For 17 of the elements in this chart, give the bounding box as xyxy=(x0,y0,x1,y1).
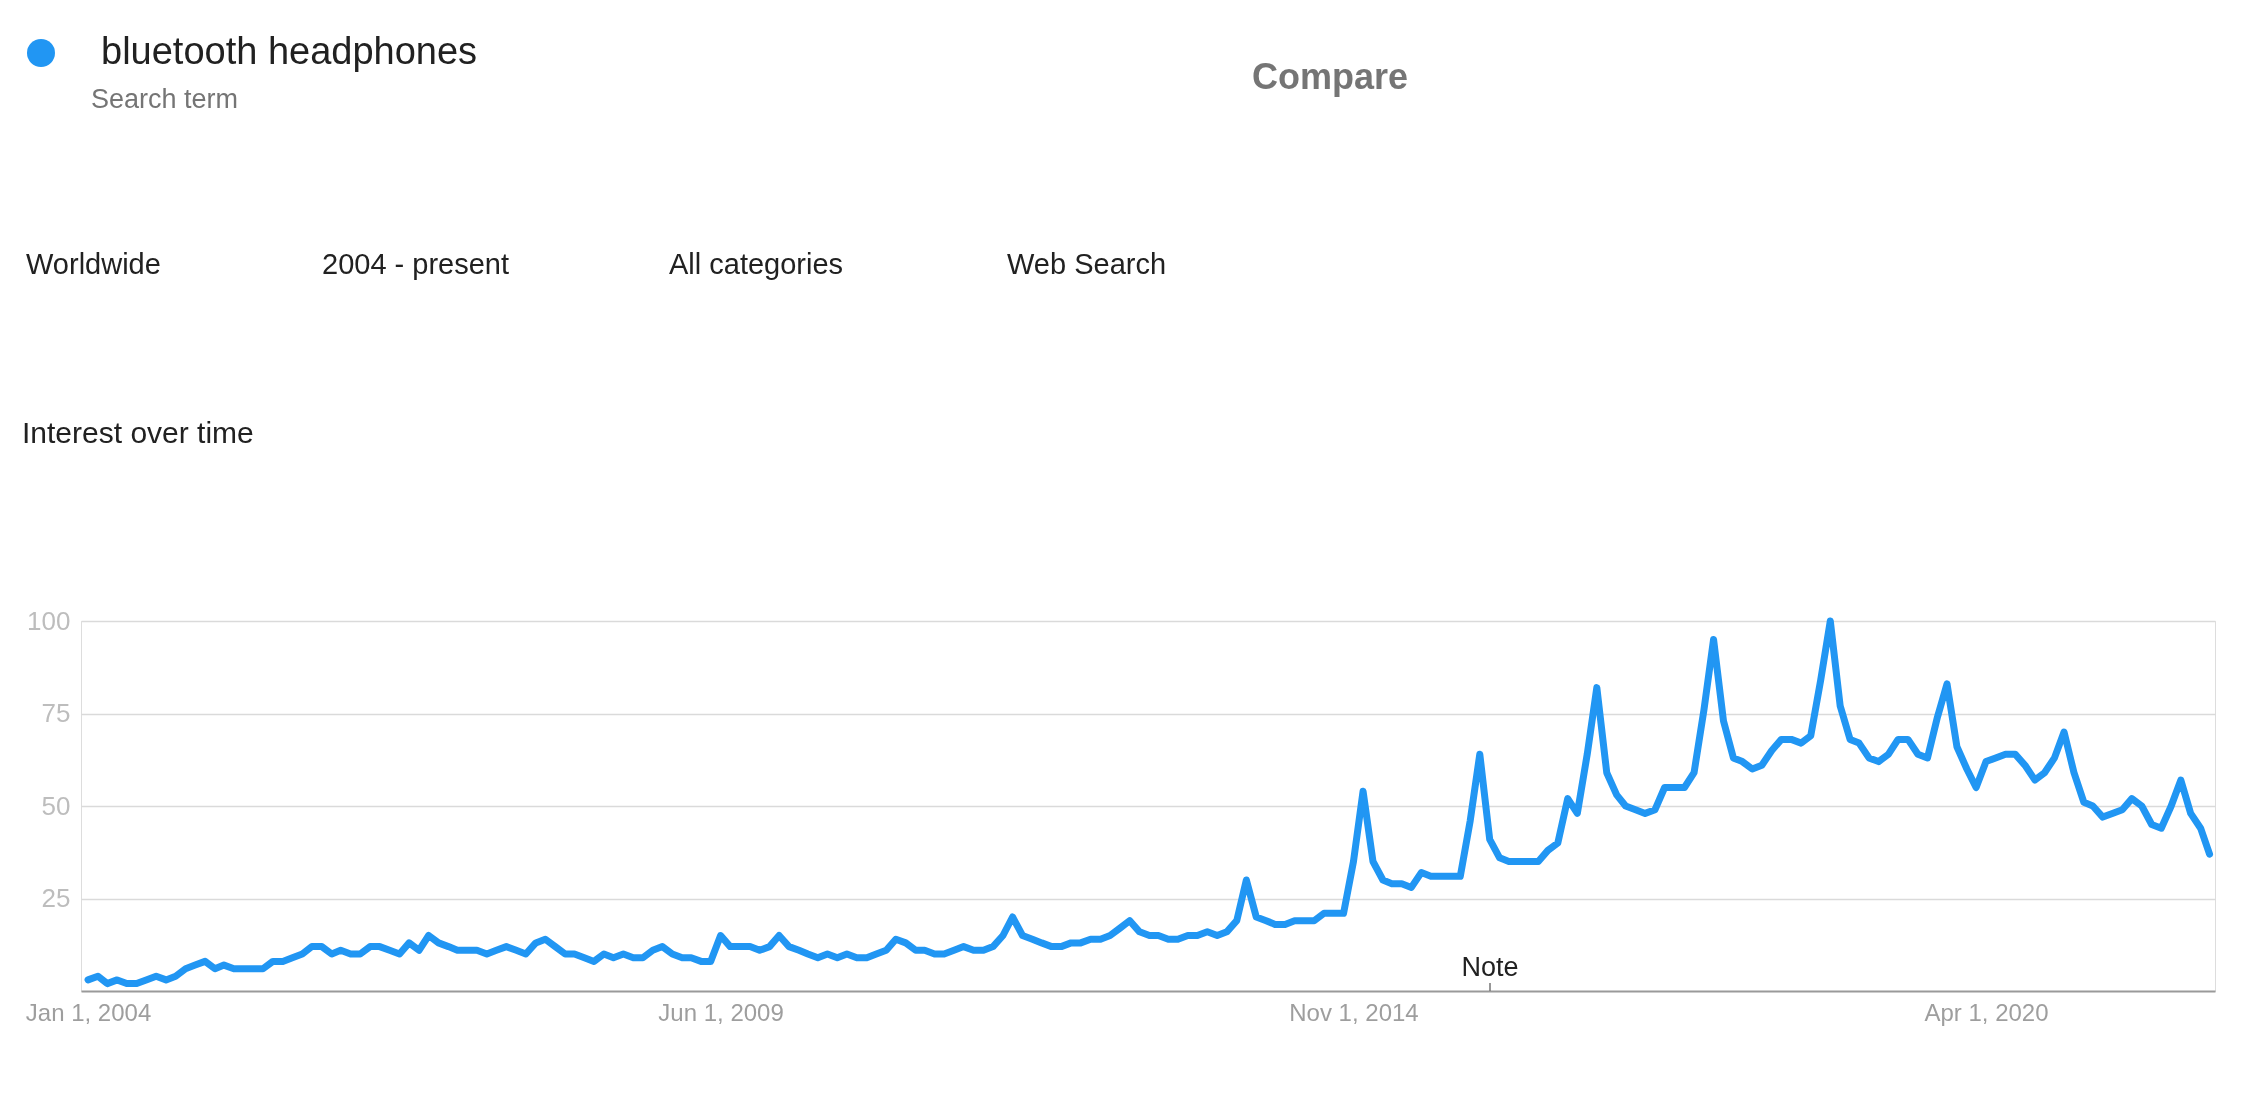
x-tick-label: Nov 1, 2014 xyxy=(1289,998,1419,1026)
x-tick-label: Jan 1, 2004 xyxy=(25,998,152,1026)
chart-title: Interest over time xyxy=(22,416,254,449)
legend-label: bluetooth headphones xyxy=(101,30,478,72)
y-tick-label: 25 xyxy=(41,883,71,913)
y-tick-label: 100 xyxy=(27,605,71,636)
annotation: Note xyxy=(1461,952,1519,982)
y-tick-label: 75 xyxy=(41,698,71,728)
text: All categories xyxy=(669,248,844,280)
text: Worldwide xyxy=(26,248,161,280)
text: Search term xyxy=(91,84,239,114)
y-tick-label: 50 xyxy=(41,790,71,821)
x-tick-label: Apr 1, 2020 xyxy=(1924,998,2049,1026)
x-tick-label: Jun 1, 2009 xyxy=(658,998,784,1026)
text: Compare xyxy=(1252,56,1409,97)
text: 2004 - present xyxy=(322,248,510,280)
text: Web Search xyxy=(1007,248,1167,280)
